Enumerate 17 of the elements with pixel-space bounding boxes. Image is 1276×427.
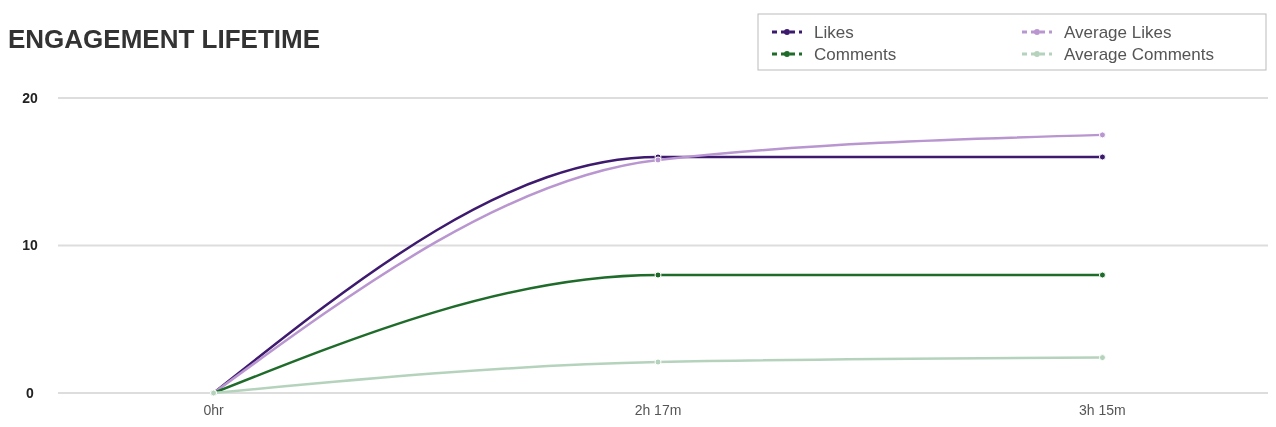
x-tick-label: 0hr — [203, 402, 225, 418]
point — [654, 358, 662, 366]
y-tick-label: 10 — [22, 237, 38, 254]
chart-title: ENGAGEMENT LIFETIME — [8, 24, 320, 54]
legend-label: Average Likes — [1064, 22, 1172, 42]
point — [1098, 131, 1106, 139]
legend-label: Average Comments — [1064, 44, 1214, 64]
point — [1098, 153, 1106, 161]
point — [1098, 271, 1106, 279]
x-tick-label: 3h 15m — [1079, 402, 1126, 418]
y-tick-label: 0 — [26, 384, 35, 401]
legend-label: Likes — [814, 22, 854, 42]
y-tick-label: 20 — [22, 89, 38, 106]
legend-label: Comments — [814, 44, 897, 64]
point — [654, 271, 662, 279]
x-tick-label: 2h 17m — [634, 402, 682, 418]
point — [1098, 354, 1106, 362]
